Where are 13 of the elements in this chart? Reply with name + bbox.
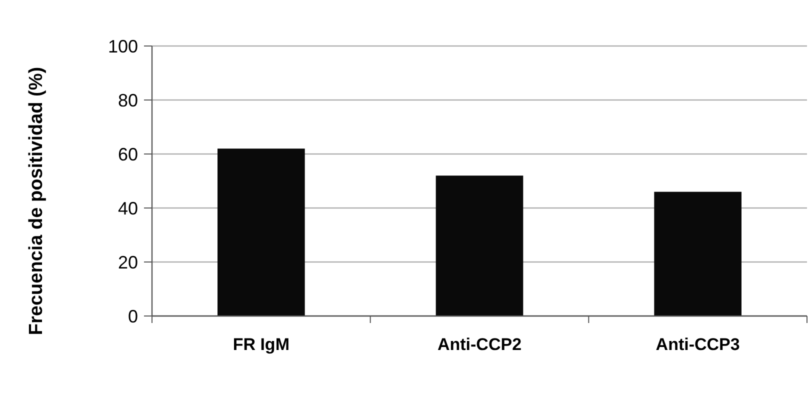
y-tick-label: 0 [128, 306, 138, 326]
x-tick-label: Anti-CCP3 [656, 335, 740, 354]
bar [436, 176, 524, 316]
y-tick-label: 40 [118, 198, 138, 218]
y-axis-title: Frecuencia de positividad (%) [26, 66, 47, 336]
y-tick-label: 80 [118, 90, 138, 110]
y-tick-label: 20 [118, 252, 138, 272]
bar [654, 192, 742, 316]
y-tick-label: 100 [108, 36, 138, 56]
x-tick-label: Anti-CCP2 [437, 335, 522, 354]
bar [218, 148, 305, 316]
x-tick-label: FR IgM [232, 335, 290, 354]
y-tick-label: 60 [118, 144, 138, 164]
